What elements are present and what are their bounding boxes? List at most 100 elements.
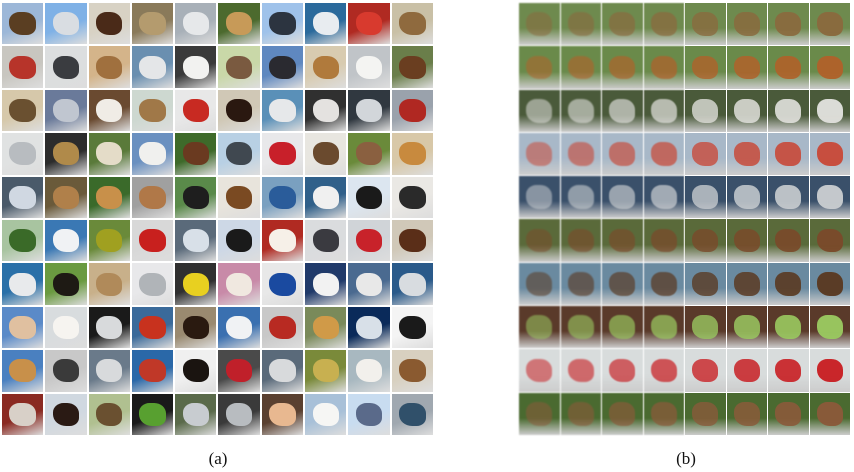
image-grid-a: [2, 3, 433, 435]
bird-subject: [9, 229, 36, 253]
truck-subject: [269, 315, 296, 340]
interpolation-frame-airplane: [602, 132, 643, 176]
interpolation-frame-dog: [519, 89, 560, 132]
sample-image-automobile: [348, 220, 390, 262]
automobile-subject: [609, 358, 636, 383]
airplane-subject: [816, 142, 843, 166]
automobile-subject: [650, 358, 677, 383]
bird-subject: [139, 98, 166, 123]
interpolation-frame-bird: [519, 3, 560, 46]
interpolation-frame-truck: [685, 219, 726, 262]
airplane-subject: [269, 55, 296, 79]
automobile-subject: [52, 55, 80, 79]
sample-image-truck: [175, 3, 217, 45]
automobile-subject: [139, 272, 166, 296]
ship-subject: [139, 359, 166, 383]
airplane-subject: [355, 402, 383, 426]
airplane-subject: [182, 229, 210, 253]
ship-subject: [733, 185, 760, 210]
interpolation-frame-horse: [519, 262, 560, 306]
horse-subject: [733, 55, 760, 80]
horse-subject: [733, 272, 760, 296]
sample-image-bird: [305, 46, 347, 88]
horse-subject: [692, 272, 719, 296]
sample-image-airplane: [261, 3, 304, 45]
dog-subject: [139, 142, 166, 166]
horse-subject: [399, 55, 426, 79]
bird-subject: [312, 142, 339, 166]
sample-image-bird: [2, 3, 44, 45]
ship-subject: [650, 185, 677, 210]
interpolation-frame-automobile: [685, 349, 726, 392]
sample-image-dog: [305, 393, 347, 435]
deer-subject: [355, 142, 383, 166]
frog-subject: [526, 315, 553, 340]
interpolation-frame-dog: [809, 89, 850, 132]
sample-image-airplane: [2, 133, 44, 175]
sample-image-ship: [2, 263, 44, 305]
interpolation-frame-deer: [602, 392, 643, 435]
sample-image-ship: [348, 263, 390, 305]
horse-subject: [775, 55, 802, 80]
deer-subject: [609, 401, 636, 426]
interpolation-frame-automobile: [519, 349, 560, 392]
sample-image-airplane: [348, 393, 390, 435]
sample-image-horse: [175, 306, 217, 349]
automobile-subject: [96, 315, 123, 340]
airplane-subject: [609, 142, 636, 166]
sample-image-ship: [131, 306, 174, 349]
sample-image-deer: [348, 133, 390, 175]
interpolation-frame-horse: [560, 46, 601, 89]
interpolation-frame-ship: [809, 176, 850, 219]
interpolation-frame-deer: [643, 392, 684, 435]
interpolation-frame-ship: [519, 176, 560, 219]
ship-subject: [52, 229, 80, 253]
deer-subject: [775, 401, 802, 426]
truck-subject: [355, 12, 383, 36]
automobile-subject: [312, 229, 339, 253]
sample-image-horse: [218, 89, 260, 132]
dog-subject: [733, 98, 760, 123]
sample-image-horse: [88, 3, 130, 45]
sample-image-horse: [2, 350, 44, 392]
interpolation-frame-horse: [519, 46, 560, 89]
ship-subject: [139, 315, 166, 340]
sample-image-dog: [348, 350, 390, 392]
sample-image-ship: [348, 306, 390, 349]
bird-subject: [733, 12, 760, 36]
truck-subject: [269, 272, 296, 296]
truck-subject: [692, 228, 719, 253]
airplane-subject: [9, 315, 36, 340]
dog-subject: [269, 229, 296, 253]
sample-image-dog: [2, 393, 44, 435]
interpolation-frame-ship: [602, 176, 643, 219]
automobile-subject: [526, 358, 553, 383]
airplane-subject: [567, 142, 594, 166]
interpolation-frame-horse: [768, 46, 809, 89]
sample-image-truck: [391, 89, 433, 132]
interpolation-frame-airplane: [768, 132, 809, 176]
frog-subject: [225, 12, 253, 36]
frog-subject: [609, 315, 636, 340]
airplane-subject: [692, 142, 719, 166]
automobile-subject: [355, 98, 383, 123]
dog-subject: [312, 98, 339, 123]
image-grid-b: [519, 3, 850, 435]
sample-image-bird: [131, 89, 174, 132]
automobile-subject: [269, 185, 296, 209]
interpolation-frame-horse: [809, 262, 850, 306]
deer-subject: [733, 401, 760, 426]
bird-subject: [816, 12, 843, 36]
interpolation-frame-horse: [643, 46, 684, 89]
interpolation-frame-automobile: [560, 349, 601, 392]
sample-image-ship: [131, 350, 174, 392]
sample-image-horse: [45, 263, 87, 305]
sample-image-frog: [218, 3, 260, 45]
sample-image-ship: [131, 46, 174, 88]
truck-subject: [96, 359, 123, 383]
dog-subject: [609, 98, 636, 123]
airplane-subject: [52, 12, 80, 36]
airplane-subject: [650, 142, 677, 166]
sample-image-dog: [218, 263, 260, 305]
automobile-subject: [269, 359, 296, 383]
